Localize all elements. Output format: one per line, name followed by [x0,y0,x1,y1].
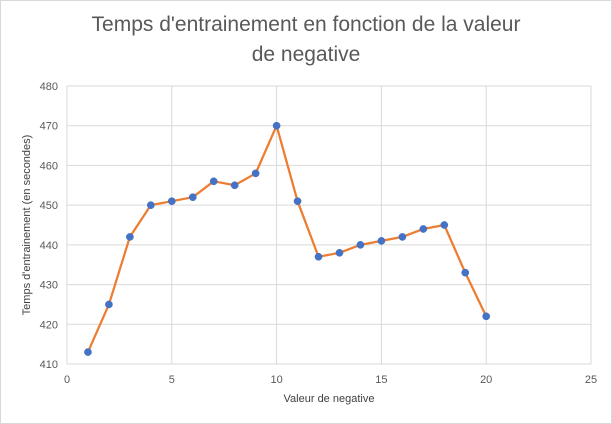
x-tick-label: 10 [270,374,282,386]
data-point [440,221,449,229]
data-point [335,248,344,257]
data-point [251,169,260,178]
data-point [398,233,407,241]
data-point [377,237,386,245]
y-tick-label: 470 [40,121,58,133]
chart-title-line-2: de negative [251,43,361,66]
y-tick-label: 430 [40,280,58,292]
data-point [146,201,155,209]
y-tick-label: 480 [40,81,58,93]
data-point [272,121,281,130]
data-point [482,312,491,321]
y-tick-label: 440 [40,240,58,252]
y-tick-label: 460 [40,160,58,172]
data-point [126,233,134,241]
data-point [293,197,302,206]
data-point [105,300,113,309]
y-tick-label: 450 [40,200,58,212]
y-tick-label: 420 [40,319,58,331]
x-tick-label: 15 [375,374,387,386]
x-tick-label: 0 [64,374,70,386]
y-axis-title: Temps d'entrainement (en secondes) [21,135,33,316]
gridlines [66,85,592,365]
chart-title-line-1: Temps d'entrainement en fonction de la v… [91,13,521,36]
data-point [356,241,365,249]
x-tick-label: 25 [585,374,597,386]
data-point [167,197,176,206]
x-tick-label: 20 [480,374,492,386]
data-point [419,225,428,233]
series-line [86,124,488,354]
data-point [314,252,323,261]
data-point [461,268,470,277]
chart-title: Temps d'entrainement en fonction de la v… [0,10,612,70]
x-axis-tick-labels: 0 5 10 15 20 25 [64,374,597,386]
series-group [84,121,491,356]
x-axis-title: Valeur de negative [284,393,375,405]
data-point [230,181,239,190]
data-point [188,193,197,202]
data-point [209,177,218,186]
data-point [84,348,92,356]
x-tick-label: 5 [169,374,175,386]
y-tick-label: 410 [40,359,58,371]
y-axis-tick-labels: 410 420 430 440 450 460 470 480 [40,81,58,371]
